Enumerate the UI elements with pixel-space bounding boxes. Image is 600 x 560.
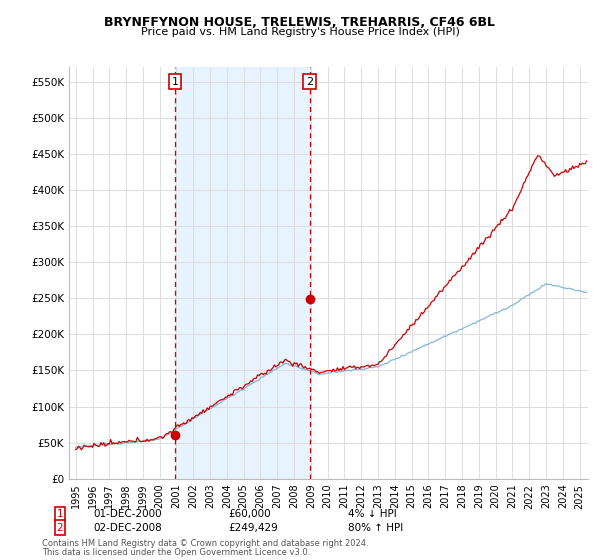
Text: 80% ↑ HPI: 80% ↑ HPI: [348, 522, 403, 533]
Text: 1: 1: [172, 77, 179, 87]
Text: This data is licensed under the Open Government Licence v3.0.: This data is licensed under the Open Gov…: [42, 548, 310, 557]
Text: £60,000: £60,000: [228, 509, 271, 519]
Text: 1: 1: [56, 509, 64, 519]
Bar: [175, 67, 310, 479]
Text: Price paid vs. HM Land Registry's House Price Index (HPI): Price paid vs. HM Land Registry's House …: [140, 27, 460, 37]
Text: 2: 2: [306, 77, 313, 87]
Text: Contains HM Land Registry data © Crown copyright and database right 2024.: Contains HM Land Registry data © Crown c…: [42, 539, 368, 548]
Text: £249,429: £249,429: [228, 522, 278, 533]
Text: BRYNFFYNON HOUSE, TRELEWIS, TREHARRIS, CF46 6BL: BRYNFFYNON HOUSE, TRELEWIS, TREHARRIS, C…: [104, 16, 496, 29]
Text: 02-DEC-2008: 02-DEC-2008: [93, 522, 162, 533]
Text: 01-DEC-2000: 01-DEC-2000: [93, 509, 161, 519]
Text: 4% ↓ HPI: 4% ↓ HPI: [348, 509, 397, 519]
Text: 2: 2: [56, 522, 64, 533]
